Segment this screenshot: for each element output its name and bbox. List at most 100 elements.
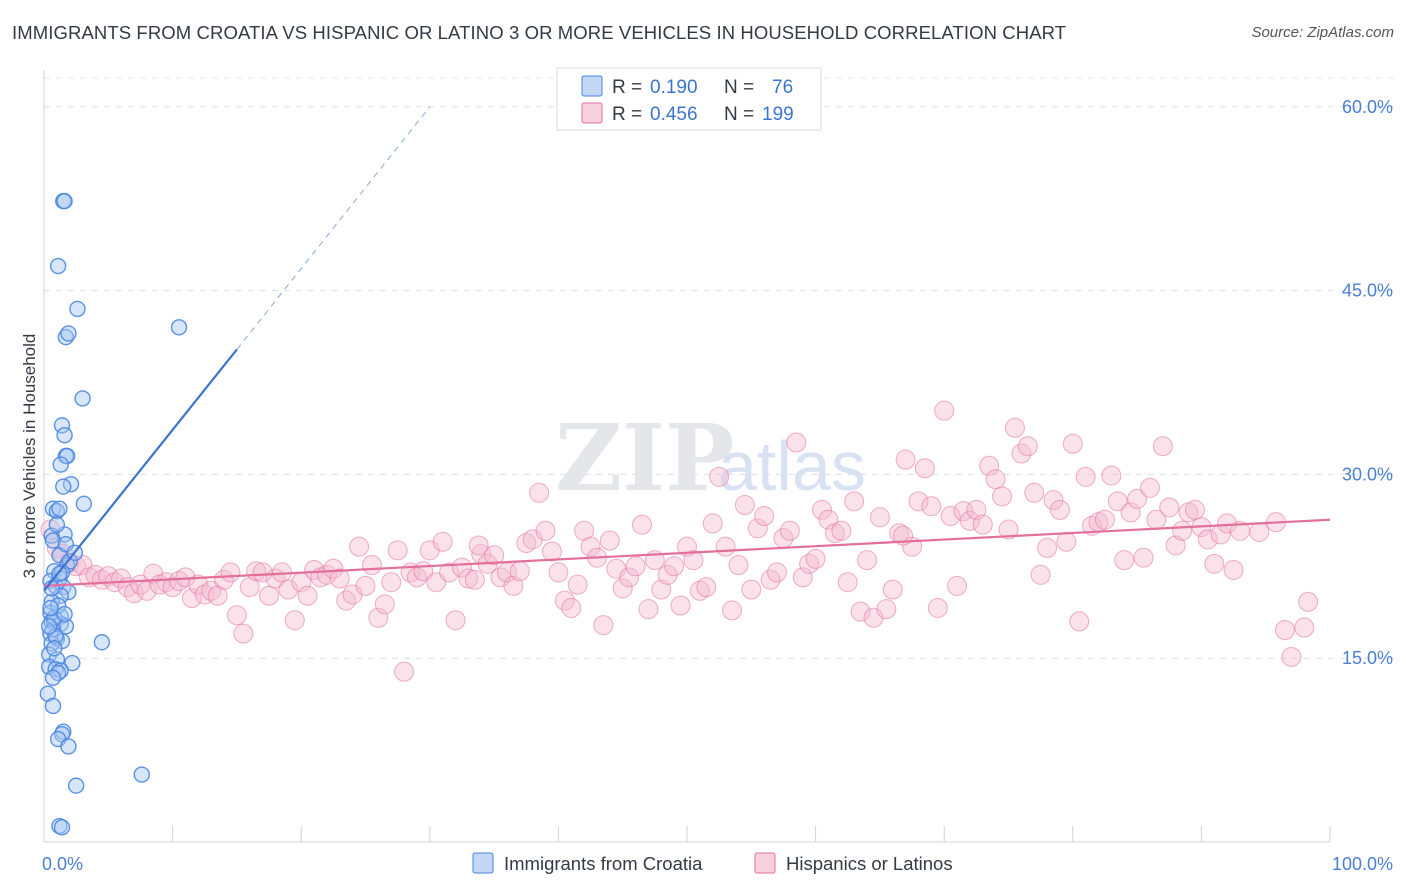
croatia-point bbox=[48, 502, 66, 520]
hispanics-r-value: 0.456 bbox=[650, 104, 698, 125]
hispanics-point bbox=[336, 590, 357, 611]
hispanics-point bbox=[593, 615, 614, 636]
hispanics-point bbox=[580, 536, 601, 557]
hispanics-point bbox=[1197, 529, 1218, 550]
hispanics-point bbox=[329, 568, 350, 589]
y-axis-title: 3 or more Vehicles in Household bbox=[20, 334, 39, 579]
hispanics-point bbox=[857, 550, 878, 571]
croatia-legend-label: Immigrants from Croatia bbox=[504, 853, 703, 874]
hispanics-point bbox=[98, 566, 119, 587]
hispanics-point bbox=[220, 562, 241, 583]
hispanics-point bbox=[985, 469, 1006, 490]
hispanics-point bbox=[882, 579, 903, 600]
hispanics-point bbox=[953, 501, 974, 522]
hispanics-point bbox=[792, 567, 813, 588]
y-tick-label: 30.0% bbox=[1342, 464, 1393, 484]
hispanics-point bbox=[702, 513, 723, 534]
croatia-point bbox=[69, 300, 86, 318]
hispanics-point bbox=[979, 455, 1000, 476]
hispanics-point bbox=[831, 520, 852, 541]
stats-legend: R = 0.190 N = 76 R = 0.456 N = 199 bbox=[556, 67, 822, 131]
hispanics-point bbox=[194, 584, 215, 605]
hispanics-point bbox=[458, 568, 479, 589]
hispanics-point bbox=[722, 600, 743, 621]
hispanics-point bbox=[368, 607, 389, 628]
hispanics-point bbox=[1204, 553, 1225, 574]
hispanics-point bbox=[1101, 465, 1122, 486]
hispanics-point bbox=[323, 558, 344, 579]
croatia-points bbox=[39, 192, 188, 836]
croatia-point bbox=[58, 447, 76, 465]
hispanics-point bbox=[1075, 466, 1096, 487]
hispanics-point bbox=[1217, 513, 1238, 534]
hispanics-point bbox=[1056, 531, 1077, 552]
hispanics-point bbox=[837, 572, 858, 593]
hispanics-point bbox=[1249, 521, 1270, 542]
croatia-point bbox=[42, 599, 59, 617]
hispanics-point bbox=[767, 562, 788, 583]
hispanics-point bbox=[786, 432, 807, 453]
croatia-point bbox=[133, 766, 150, 783]
hispanics-point bbox=[451, 557, 472, 578]
hispanics-point bbox=[818, 509, 839, 530]
hispanics-point bbox=[1133, 547, 1154, 568]
croatia-point bbox=[74, 390, 91, 407]
hispanics-point bbox=[406, 567, 427, 588]
hispanics-point bbox=[1127, 488, 1148, 509]
hispanics-point bbox=[664, 556, 685, 577]
hispanics-point bbox=[297, 585, 318, 606]
croatia-trend-extension bbox=[236, 106, 431, 350]
hispanics-point bbox=[914, 458, 935, 479]
hispanics-point bbox=[812, 499, 833, 520]
hispanics-point bbox=[1004, 417, 1025, 438]
hispanics-point bbox=[1172, 520, 1193, 541]
hispanics-point bbox=[284, 610, 305, 631]
hispanics-point bbox=[728, 555, 749, 576]
croatia-point bbox=[53, 417, 71, 434]
hispanics-point bbox=[1037, 537, 1058, 558]
hispanics-point bbox=[394, 661, 415, 682]
hispanics-point bbox=[445, 610, 466, 631]
hispanics-legend-label: Hispanics or Latinos bbox=[786, 853, 953, 874]
y-tick-label: 60.0% bbox=[1342, 97, 1393, 117]
hispanics-point bbox=[966, 499, 987, 520]
hispanics-point bbox=[677, 536, 697, 557]
hispanics-point bbox=[947, 575, 968, 596]
tick-labels: 15.0% 30.0% 45.0% 60.0% 0.0% 100.0% bbox=[42, 97, 1393, 874]
hispanics-point bbox=[188, 574, 209, 595]
hispanics-point bbox=[696, 577, 717, 598]
hispanics-point bbox=[619, 567, 640, 588]
hispanics-point bbox=[1017, 436, 1038, 457]
croatia-point bbox=[60, 325, 77, 342]
hispanics-point bbox=[1030, 564, 1051, 585]
hispanics-point bbox=[689, 580, 710, 601]
hispanics-point bbox=[509, 561, 530, 582]
x-tick-label: 0.0% bbox=[42, 854, 83, 874]
x-tick-label: 100.0% bbox=[1332, 854, 1393, 874]
hispanics-point bbox=[599, 530, 620, 551]
hispanics-point bbox=[259, 585, 280, 606]
hispanics-point bbox=[355, 575, 376, 596]
hispanics-point bbox=[895, 449, 916, 470]
watermark: ZIP atlas bbox=[555, 404, 866, 512]
hispanics-point bbox=[940, 506, 961, 527]
croatia-point bbox=[44, 532, 62, 549]
croatia-point bbox=[46, 640, 63, 657]
hispanics-point bbox=[484, 545, 505, 566]
hispanics-point bbox=[709, 466, 730, 487]
y-tick-label: 15.0% bbox=[1342, 648, 1393, 668]
hispanics-point bbox=[548, 562, 569, 583]
hispanics-point bbox=[612, 578, 633, 599]
hispanics-point bbox=[1281, 646, 1302, 667]
hispanics-bottom-swatch bbox=[754, 852, 776, 874]
hispanics-point bbox=[181, 588, 202, 609]
hispanics-point bbox=[381, 572, 402, 593]
croatia-point bbox=[48, 516, 66, 533]
hispanics-point bbox=[1165, 535, 1186, 556]
hispanics-point bbox=[683, 550, 704, 571]
chart-title: IMMIGRANTS FROM CROATIA VS HISPANIC OR L… bbox=[12, 22, 1067, 43]
hispanics-point bbox=[715, 536, 736, 557]
croatia-point bbox=[56, 605, 73, 623]
croatia-n-value: 76 bbox=[772, 77, 793, 98]
